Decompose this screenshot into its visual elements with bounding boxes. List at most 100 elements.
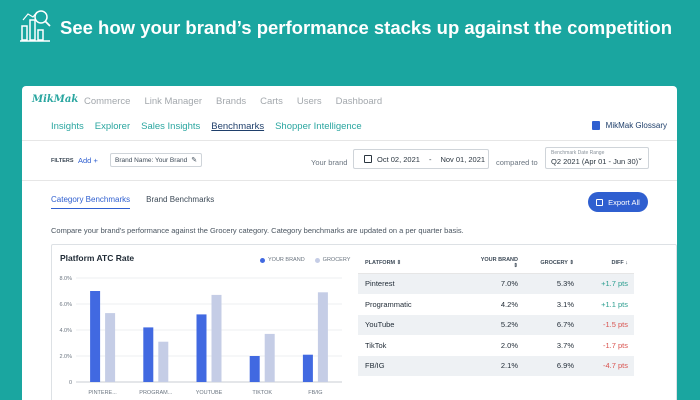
brand-filter-label: Brand Name: Your Brand: [115, 156, 188, 164]
bar-your-brand: [302, 354, 313, 382]
book-icon: [591, 121, 600, 130]
add-filter-button[interactable]: Add +: [78, 156, 98, 165]
x-tick-label: FB/IG: [308, 390, 322, 396]
cell-grocery: 3.7%: [556, 340, 574, 350]
x-tick-label: TIKTOK: [252, 390, 272, 396]
header-grocery[interactable]: GROCERY ⇕: [540, 259, 574, 266]
x-tick-label: PINTERE...: [88, 390, 117, 396]
bar-your-brand: [249, 356, 260, 382]
export-label: Export All: [608, 197, 640, 207]
page-description: Compare your brand's performance against…: [51, 226, 464, 235]
app-window: MikMak Commerce Link Manager Brands Cart…: [22, 86, 677, 400]
top-navigation: MikMak Commerce Link Manager Brands Cart…: [22, 86, 677, 141]
primary-nav: Commerce Link Manager Brands Carts Users…: [84, 96, 396, 107]
legend-item-grocery: GROCERY: [314, 257, 351, 263]
legend-dot-your-brand: [260, 257, 265, 263]
benchmark-panel: Platform ATC Rate YOUR BRAND GROCERY 0 2.…: [51, 244, 677, 400]
table-row: TikTok 2.0% 3.7% -1.7 pts: [358, 335, 634, 356]
subnav-insights[interactable]: Insights: [51, 121, 84, 132]
bar-grocery: [317, 292, 328, 382]
glossary-link[interactable]: MikMak Glossary: [591, 121, 667, 130]
legend-item-your-brand: YOUR BRAND: [260, 257, 305, 263]
banner: See how your brand’s performance stacks …: [0, 0, 700, 58]
chart-legend: YOUR BRAND GROCERY: [260, 257, 350, 263]
benchmark-date-caption: Benchmark Date Range: [551, 150, 605, 156]
y-tick-label: 2.0%: [59, 354, 72, 360]
nav-link-manager[interactable]: Link Manager: [144, 96, 203, 107]
nav-carts[interactable]: Carts: [260, 96, 283, 107]
cell-diff: -1.7 pts: [602, 340, 628, 350]
table-row: YouTube 5.2% 6.7% -1.5 pts: [358, 315, 634, 336]
cell-your-brand: 2.1%: [500, 361, 518, 371]
export-icon: [596, 198, 604, 206]
calendar-icon: [364, 155, 372, 163]
logo: MikMak: [32, 94, 79, 105]
date-start: Oct 02, 2021: [377, 154, 420, 164]
bar-your-brand: [196, 314, 207, 382]
bar-your-brand: [90, 291, 101, 382]
table-body: Pinterest 7.0% 5.3% +1.7 pts Programmati…: [358, 274, 634, 377]
bar-grocery: [264, 333, 275, 382]
banner-title: See how your brand’s performance stacks …: [60, 17, 673, 38]
cell-your-brand: 4.2%: [500, 299, 518, 309]
cell-diff: +1.1 pts: [601, 299, 628, 309]
glossary-label: MikMak Glossary: [605, 121, 667, 130]
nav-dashboard[interactable]: Dashboard: [335, 96, 383, 107]
cell-diff: -4.7 pts: [602, 361, 628, 371]
filters-label: FILTERS: [51, 158, 74, 164]
date-range-picker[interactable]: Oct 02, 2021 - Nov 01, 2021: [353, 149, 489, 169]
filter-bar: FILTERS Add + Brand Name: Your Brand ✎ Y…: [22, 141, 677, 181]
nav-brands[interactable]: Brands: [216, 96, 247, 107]
subnav-benchmarks[interactable]: Benchmarks: [211, 121, 265, 132]
cell-your-brand: 2.0%: [500, 340, 518, 350]
y-tick-label: 4.0%: [59, 328, 72, 334]
nav-users[interactable]: Users: [296, 96, 322, 107]
benchmark-date-value: Q2 2021 (Apr 01 - Jun 30): [551, 157, 639, 166]
legend-label-grocery: GROCERY: [322, 257, 351, 263]
y-tick-label: 8.0%: [59, 276, 72, 282]
y-tick-label: 6.0%: [59, 302, 72, 308]
legend-dot-grocery: [314, 257, 320, 263]
cell-your-brand: 5.2%: [500, 320, 518, 330]
benchmark-date-select[interactable]: Benchmark Date Range Q2 2021 (Apr 01 - J…: [545, 147, 649, 169]
analytics-chart-icon: [20, 10, 51, 42]
chevron-down-icon: ⌄: [637, 155, 643, 162]
cell-platform: YouTube: [365, 320, 395, 330]
cell-platform: FB/IG: [365, 361, 385, 371]
cell-grocery: 5.3%: [556, 279, 574, 289]
add-filter-label: Add: [78, 156, 92, 165]
cell-diff: +1.7 pts: [601, 279, 628, 289]
export-all-button[interactable]: Export All: [588, 192, 648, 212]
brand-filter-chip[interactable]: Brand Name: Your Brand ✎: [110, 153, 203, 167]
bar-grocery: [158, 341, 169, 382]
bar-grocery: [211, 294, 222, 382]
table-header: PLATFORM ⇕ YOUR BRAND ⇕ GROCERY ⇕ DIFF ↓: [358, 252, 634, 274]
your-brand-label: Your brand: [311, 158, 348, 167]
tab-brand-benchmarks[interactable]: Brand Benchmarks: [146, 195, 215, 204]
nav-commerce[interactable]: Commerce: [84, 96, 131, 107]
compared-to-label: compared to: [496, 158, 538, 167]
header-platform[interactable]: PLATFORM ⇕: [365, 259, 402, 266]
platform-table: PLATFORM ⇕ YOUR BRAND ⇕ GROCERY ⇕ DIFF ↓…: [358, 252, 634, 377]
subnav-shopper-intelligence[interactable]: Shopper Intelligence: [275, 121, 362, 132]
table-row: Programmatic 4.2% 3.1% +1.1 pts: [358, 294, 634, 315]
header-your-brand[interactable]: YOUR BRAND ⇕: [480, 256, 518, 269]
cell-grocery: 6.9%: [556, 361, 574, 371]
table-row: FB/IG 2.1% 6.9% -4.7 pts: [358, 356, 634, 377]
header-diff[interactable]: DIFF ↓: [611, 259, 628, 266]
bar-grocery: [105, 313, 116, 382]
x-tick-label: YOUTUBE: [196, 390, 223, 396]
bar-your-brand: [143, 327, 154, 382]
tab-category-benchmarks[interactable]: Category Benchmarks: [51, 195, 131, 209]
cell-grocery: 3.1%: [556, 299, 574, 309]
subnav-sales-insights[interactable]: Sales Insights: [141, 121, 201, 132]
cell-diff: -1.5 pts: [602, 320, 628, 330]
date-separator: -: [428, 154, 432, 164]
cell-grocery: 6.7%: [556, 320, 574, 330]
benchmark-tabs: Category Benchmarks Brand Benchmarks: [51, 195, 214, 209]
cell-platform: Pinterest: [365, 279, 395, 289]
subnav-explorer[interactable]: Explorer: [94, 121, 131, 132]
x-tick-label: PROGRAM...: [139, 390, 172, 396]
pencil-icon[interactable]: ✎: [191, 157, 198, 164]
cell-platform: Programmatic: [365, 299, 412, 309]
